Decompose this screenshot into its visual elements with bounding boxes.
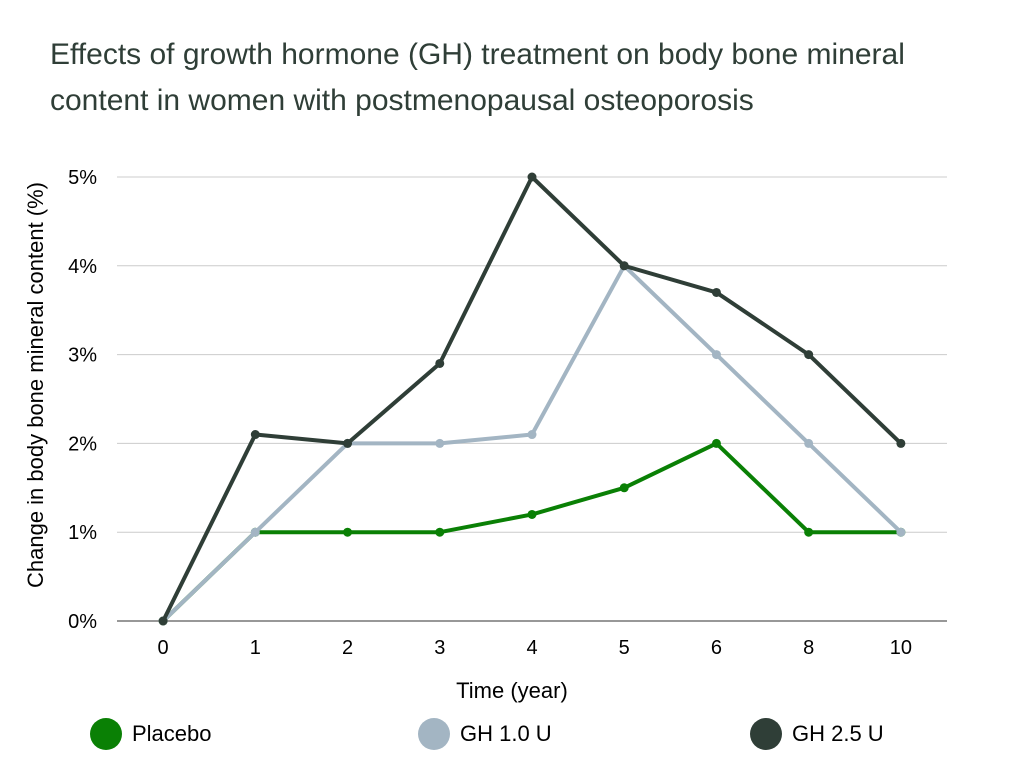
y-axis-label: Change in body bone mineral content (%) [23,182,48,588]
legend-item-gh-1-0: GH 1.0 U [418,716,552,752]
data-point [250,527,260,537]
line-chart: 0% 1% 2% 3% 4% 5% 0 1 2 3 4 5 6 8 10 Time (year) Chan… [23,167,947,703]
data-point [804,350,814,360]
x-tick-label: 5 [619,637,630,659]
data-point [435,438,445,448]
x-tick-label: 4 [526,637,537,659]
y-tick-label: 1% [68,522,97,544]
legend-swatch-placebo [90,718,122,750]
legend-item-gh-2-5: GH 2.5 U [750,716,884,752]
data-point [804,438,814,448]
data-point [527,172,537,182]
y-tick-label: 5% [68,167,97,189]
data-point [619,261,629,271]
data-point [435,358,445,368]
legend-swatch-gh-1-0 [418,718,450,750]
series-group [158,172,906,626]
data-point [619,483,629,493]
data-point [343,438,353,448]
y-tick-label: 0% [68,611,97,633]
gridlines [117,176,947,622]
y-tick-label: 3% [68,345,97,367]
data-point [711,287,721,297]
x-tick-label: 0 [158,637,169,659]
data-point [158,616,168,626]
data-point [527,509,537,519]
legend-label: GH 1.0 U [460,721,552,746]
data-point [343,527,353,537]
x-tick-label: 10 [890,637,912,659]
y-axis-tick-labels: 0% 1% 2% 3% 4% 5% [68,167,97,633]
x-axis-tick-labels: 0 1 2 3 4 5 6 8 10 [158,637,912,659]
data-point [711,438,721,448]
x-tick-label: 8 [803,637,814,659]
legend-label: Placebo [132,721,212,746]
data-point [527,430,537,440]
legend: Placebo GH 1.0 U GH 2.5 U [0,716,1024,756]
data-point [804,527,814,537]
x-tick-label: 6 [711,637,722,659]
data-point [896,527,906,537]
x-tick-label: 3 [434,637,445,659]
chart-title: Effects of growth hormone (GH) treatment… [50,38,905,117]
legend-label: GH 2.5 U [792,721,884,746]
y-tick-label: 4% [68,256,97,278]
data-point [435,527,445,537]
series-line [161,175,903,623]
legend-item-placebo: Placebo [90,716,212,752]
x-axis-label: Time (year) [456,678,568,703]
legend-swatch-gh-2-5 [750,718,782,750]
data-point [711,350,721,360]
data-point [250,430,260,440]
x-tick-label: 1 [250,637,261,659]
series-gh-2-5-u [158,172,906,626]
x-tick-label: 2 [342,637,353,659]
y-tick-label: 2% [68,433,97,455]
data-point [896,438,906,448]
